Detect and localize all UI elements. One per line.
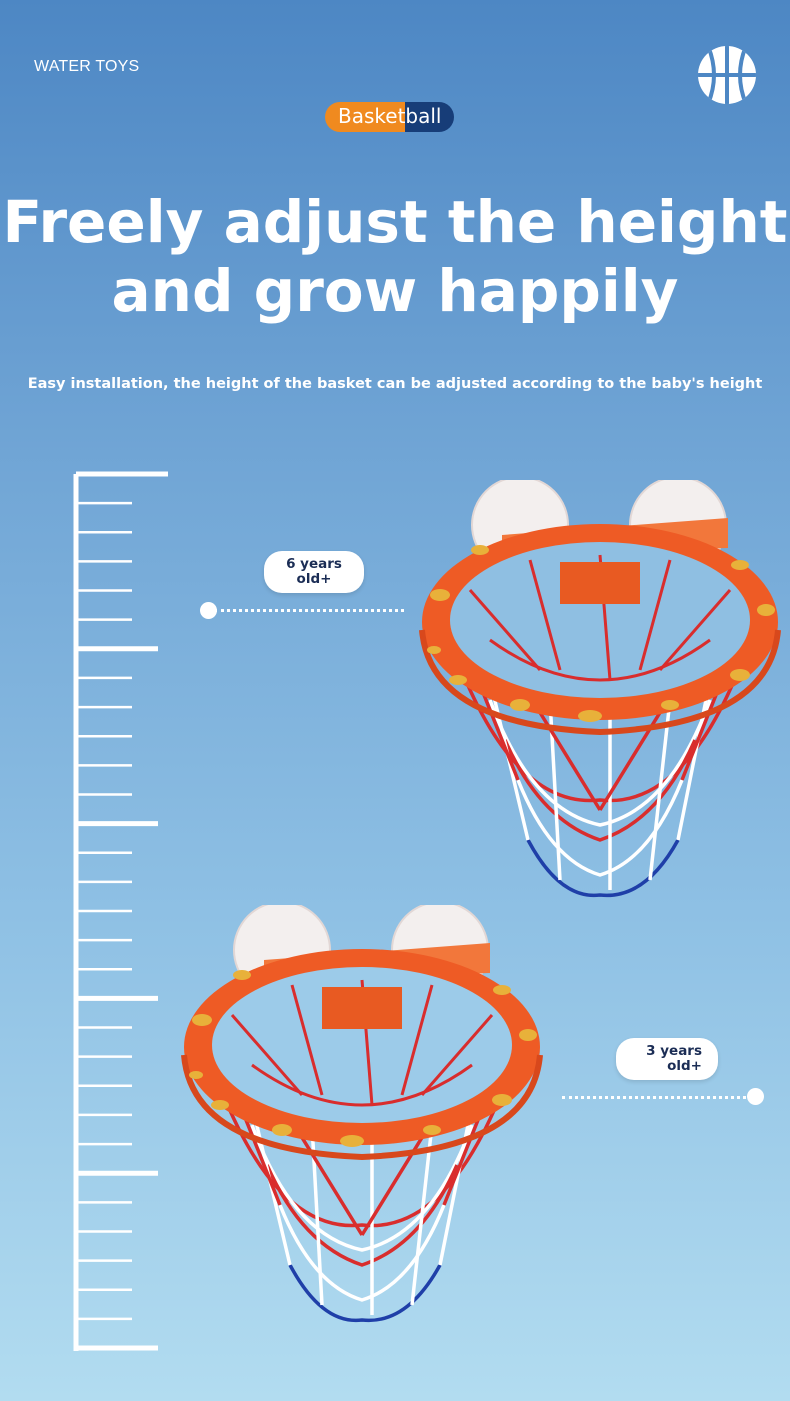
height-ruler bbox=[73, 471, 168, 1351]
age-tag-3-years: 3 years old+ bbox=[616, 1038, 718, 1080]
basketball-icon bbox=[698, 46, 756, 104]
badge-text-orange: Basket bbox=[325, 102, 406, 132]
headline-line-1: Freely adjust the height bbox=[2, 188, 788, 256]
marker-dot-6-years bbox=[200, 602, 217, 619]
age-tag-line-2: old+ bbox=[296, 571, 332, 587]
basketball-hoop-low bbox=[181, 905, 543, 1323]
headline-line-2: and grow happily bbox=[111, 257, 679, 325]
basketball-hoop-high bbox=[419, 480, 781, 898]
dotted-line-6-years bbox=[214, 609, 404, 616]
category-badge: Basket ball bbox=[325, 102, 454, 132]
marker-dot-3-years bbox=[747, 1088, 764, 1105]
age-tag-line-1: 6 years bbox=[286, 556, 342, 572]
headline: Freely adjust the height and grow happil… bbox=[0, 188, 790, 326]
hoop-graphic bbox=[419, 480, 781, 898]
dotted-line-3-years bbox=[562, 1096, 752, 1103]
age-tag-line-1: 3 years bbox=[646, 1043, 702, 1059]
age-tag-6-years: 6 years old+ bbox=[264, 551, 364, 593]
hoop-graphic bbox=[181, 905, 543, 1323]
badge-text-navy: ball bbox=[405, 102, 454, 132]
subtitle: Easy installation, the height of the bas… bbox=[27, 376, 763, 392]
brand-label: WATER TOYS bbox=[34, 58, 140, 75]
age-tag-line-2: old+ bbox=[667, 1058, 702, 1074]
